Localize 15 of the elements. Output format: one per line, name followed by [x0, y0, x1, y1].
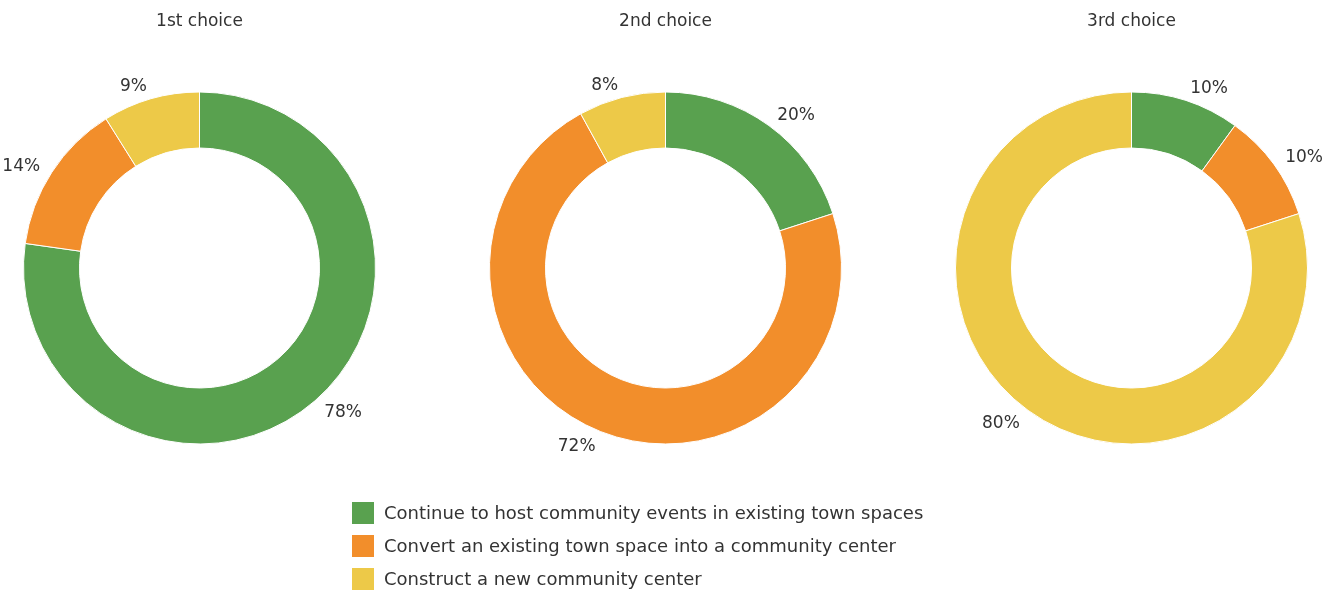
data-label: 8% [591, 73, 619, 94]
chart-title: 3rd choice [1087, 10, 1176, 30]
data-label: 72% [557, 434, 596, 455]
data-label: 10% [1285, 146, 1324, 167]
data-label: 80% [982, 411, 1020, 432]
legend-label: Construct a new community center [384, 568, 703, 590]
data-label: 78% [324, 401, 362, 422]
data-label: 9% [120, 75, 147, 96]
data-label: 10% [1190, 77, 1229, 98]
chart-title: 2nd choice [619, 10, 712, 30]
data-label: 14% [2, 154, 41, 175]
data-label: 20% [777, 104, 815, 125]
legend-label: Continue to host community events in existing town spaces [384, 502, 924, 524]
legend-label: Convert an existing town space into a community center [384, 535, 897, 557]
chart-title: 1st choice [156, 10, 243, 30]
